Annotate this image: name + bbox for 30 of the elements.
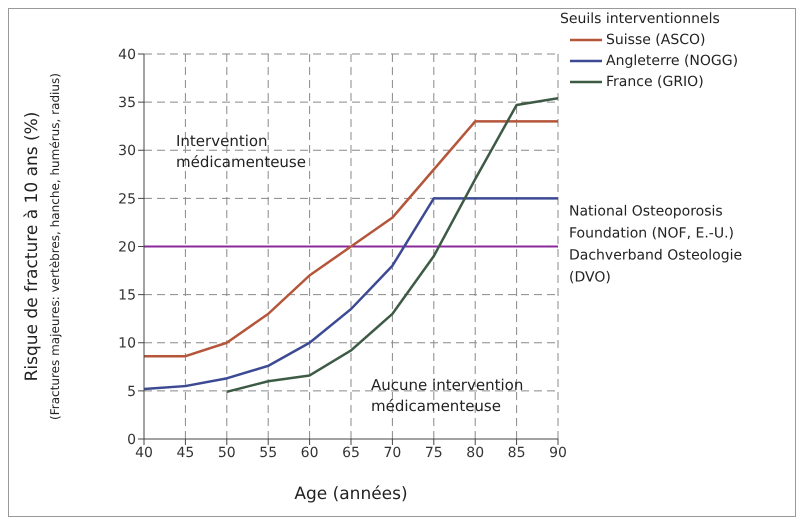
x-tick-label: 65	[342, 444, 360, 461]
x-tick-label: 70	[383, 444, 402, 461]
y-tick-label: 10	[118, 336, 136, 352]
x-tick-label: 50	[218, 444, 236, 461]
x-tick-label: 45	[176, 444, 194, 461]
y-tick-label: 25	[118, 191, 136, 208]
x-axis-title: Age (années)	[294, 484, 408, 504]
legend-label: Angleterre (NOGG)	[606, 52, 738, 68]
legend-title: Seuils interventionnels	[560, 11, 721, 27]
annotation: Aucune intervention médicamenteuse	[371, 375, 524, 417]
line-series	[144, 197, 558, 390]
y-tick-label: 0	[127, 432, 136, 448]
x-tick-label: 75	[424, 444, 443, 461]
y-tick-label: 5	[127, 384, 136, 400]
x-tick-label: 90	[549, 444, 567, 461]
y-tick-label: 15	[118, 288, 136, 304]
y-tick-label: 40	[118, 46, 136, 63]
legend-label: France (GRIO)	[606, 74, 704, 90]
y-tick-label: 20	[118, 239, 136, 256]
x-tick-label: 55	[259, 444, 278, 461]
y-tick-label: 30	[118, 143, 136, 160]
x-tick-label: 85	[508, 444, 526, 461]
x-tick-label: 80	[466, 444, 484, 461]
ref-line-label: National Osteoporosis Foundation (NOF, E.-U.) Dachverband Osteologie (DVO)	[569, 204, 742, 286]
legend-label: Suisse (ASCO)	[606, 32, 706, 48]
annotation: Intervention médicamenteuse	[176, 131, 306, 173]
line-series	[144, 120, 558, 358]
y-tick-label: 35	[118, 95, 136, 112]
x-tick-label: 60	[300, 444, 319, 461]
y-axis-title: Risque de fracture à 10 ans (%) (Fractures majeures: vertèbres, hanche, humérus, radius)	[22, 73, 62, 420]
